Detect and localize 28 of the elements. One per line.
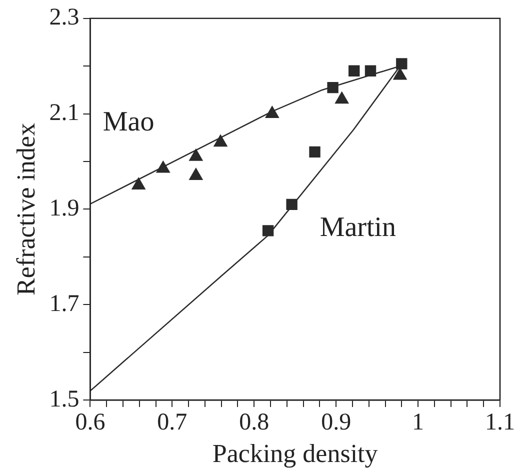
x-tick-label: 0.6 — [75, 410, 106, 436]
y-tick-label: 1.9 — [49, 195, 80, 222]
x-tick-label: 0.8 — [239, 410, 270, 436]
x-tick-label: 1.1 — [485, 410, 515, 436]
x-tick-label: 0.9 — [321, 410, 352, 436]
point — [364, 65, 376, 76]
point — [156, 161, 170, 173]
point — [335, 92, 349, 104]
point — [189, 149, 203, 161]
x-tick-label: 1 — [412, 410, 424, 436]
y-tick-label: 2.3 — [49, 4, 80, 31]
x-tick-label: 0.7 — [157, 410, 188, 436]
point — [189, 168, 203, 180]
point — [393, 68, 407, 80]
y-tick-label: 2.1 — [49, 100, 80, 126]
y-tick-label: 1.5 — [49, 386, 80, 412]
point — [309, 146, 320, 158]
point — [348, 65, 360, 76]
x-axis-title: Packing density — [212, 439, 378, 468]
point — [132, 178, 146, 190]
point — [265, 106, 279, 118]
y-axis-title: Refractive index — [11, 122, 40, 296]
point — [327, 82, 338, 94]
series-label: Martin — [320, 212, 396, 243]
point — [214, 134, 228, 147]
y-tick-label: 1.7 — [49, 290, 80, 317]
series-label: Mao — [102, 106, 154, 138]
point — [396, 58, 408, 70]
